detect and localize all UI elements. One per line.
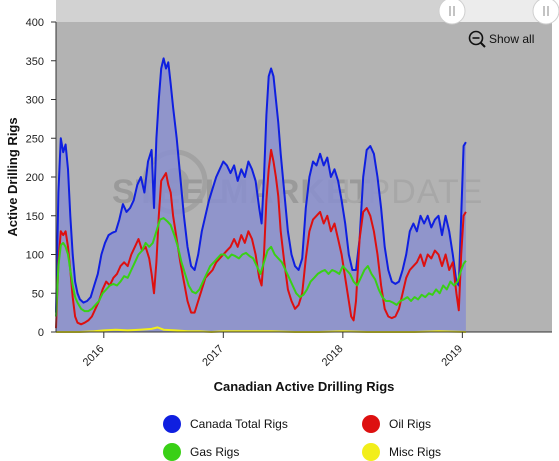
- navigator-left-handle[interactable]: [438, 0, 466, 25]
- y-tick-label-150: 150: [26, 211, 44, 223]
- series-line-canada-total-rigs: [55, 57, 467, 313]
- x-tick-label-2016: 2016: [81, 343, 107, 369]
- y-tick-label-50: 50: [32, 288, 44, 300]
- legend-label-canada-total-rigs: Canada Total Rigs: [190, 417, 288, 431]
- legend-label-misc-rigs: Misc Rigs: [389, 445, 441, 459]
- y-tick-label-400: 400: [26, 17, 44, 29]
- legend-item-oil-rigs[interactable]: Oil Rigs: [362, 415, 431, 433]
- navigator-right-handle[interactable]: [532, 0, 559, 25]
- x-axis-ticks: 2016 2017 2018 2019: [81, 332, 465, 369]
- legend-label-oil-rigs: Oil Rigs: [389, 417, 431, 431]
- series-layer: [55, 57, 467, 333]
- zoom-out-icon[interactable]: [468, 30, 484, 46]
- legend: Canada Total Rigs Oil Rigs Gas Rigs Misc Ri…: [163, 415, 441, 461]
- y-tick-label-0: 0: [38, 327, 44, 339]
- y-tick-label-200: 200: [26, 172, 44, 184]
- y-tick-label-250: 250: [26, 133, 44, 145]
- series-line-oil-rigs: [55, 148, 467, 329]
- y-tick-label-350: 350: [26, 56, 44, 68]
- x-axis-title: Canadian Active Drilling Rigs: [214, 379, 395, 394]
- legend-marker-gas-rigs: [163, 443, 181, 461]
- show-all-label[interactable]: Show all: [489, 32, 534, 46]
- zoom-out-icon-handle: [479, 41, 486, 48]
- legend-item-gas-rigs[interactable]: Gas Rigs: [163, 443, 239, 461]
- legend-item-canada-total-rigs[interactable]: Canada Total Rigs: [163, 415, 288, 433]
- x-tick-label-2017: 2017: [200, 343, 226, 369]
- legend-label-gas-rigs: Gas Rigs: [190, 445, 239, 459]
- y-tick-label-300: 300: [26, 95, 44, 107]
- legend-marker-canada-total-rigs: [163, 415, 181, 433]
- series-line-gas-rigs: [55, 217, 467, 317]
- legend-marker-misc-rigs: [362, 443, 380, 461]
- show-all-button[interactable]: Show all: [468, 30, 535, 48]
- x-tick-label-2018: 2018: [320, 343, 346, 369]
- y-axis-ticks: 0 50 100 150 200 250 300 350 400: [26, 17, 56, 339]
- y-tick-label-100: 100: [26, 250, 44, 262]
- navigator-strip: [56, 0, 552, 22]
- series-area-canada-total-rigs: [56, 58, 466, 333]
- legend-marker-oil-rigs: [362, 415, 380, 433]
- navigator-window[interactable]: [449, 0, 552, 22]
- x-tick-label-2019: 2019: [439, 343, 465, 369]
- y-axis-title: Active Drilling Rigs: [5, 117, 20, 236]
- legend-item-misc-rigs[interactable]: Misc Rigs: [362, 443, 441, 461]
